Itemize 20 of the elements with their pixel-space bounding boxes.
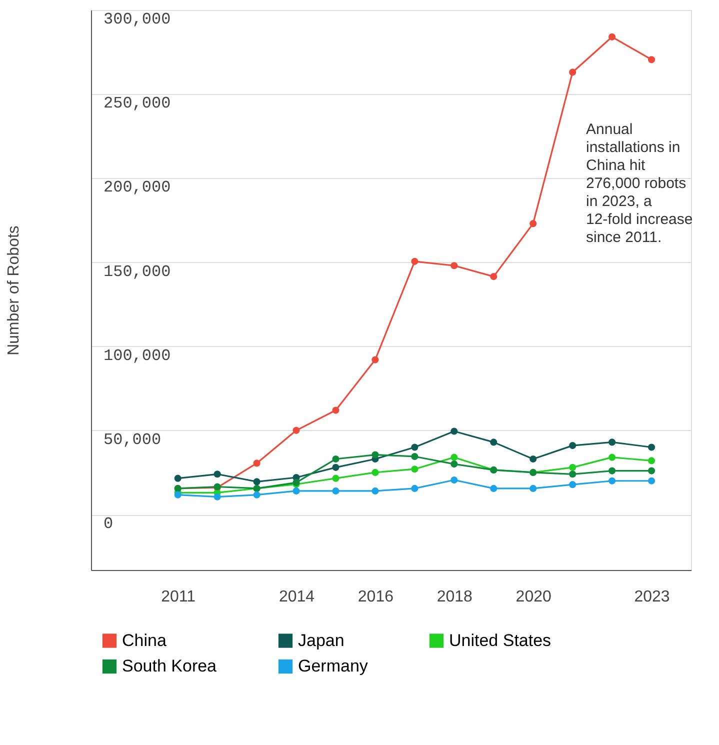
x-tick-label: 2020	[516, 588, 552, 606]
y-tick-label: 0	[104, 515, 114, 534]
y-tick-label: 300,000	[104, 10, 171, 28]
y-tick-label: 50,000	[104, 430, 162, 449]
y-tick-label: 150,000	[104, 262, 171, 281]
x-tick-label: 2023	[634, 588, 670, 606]
legend-label: Japan	[298, 630, 344, 650]
x-tick-label: 2011	[161, 588, 196, 606]
x-tick-label: 2014	[278, 588, 315, 606]
legend-label: United States	[449, 630, 552, 650]
annotation: Annual installations in China hit 276,000 robots in 2023, a 12-fold increase since 2011.	[586, 121, 693, 246]
x-tick-label: 2016	[358, 588, 394, 606]
y-tick-label: 250,000	[104, 94, 171, 113]
y-tick-label: 100,000	[104, 346, 171, 365]
x-tick-label: 2018	[436, 588, 473, 606]
y-axis-title: Number of Robots	[6, 226, 22, 356]
legend-label: Germany	[298, 656, 368, 676]
legend-label: China	[122, 630, 167, 650]
legend-label: South Korea	[122, 656, 218, 676]
y-tick-label: 200,000	[104, 178, 171, 197]
